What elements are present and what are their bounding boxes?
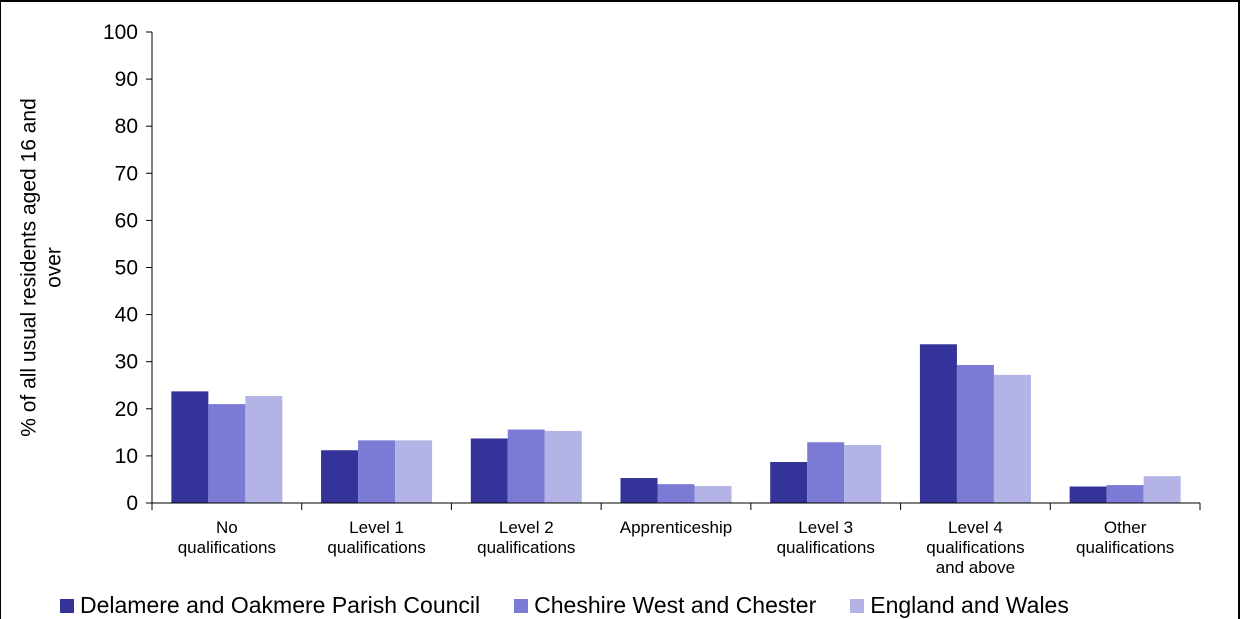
bar <box>956 364 994 503</box>
legend-label: Delamere and Oakmere Parish Council <box>80 592 481 618</box>
legend-item: Delamere and Oakmere Parish Council <box>60 592 480 619</box>
bar <box>171 391 209 503</box>
bar <box>544 430 582 503</box>
bar <box>620 478 658 503</box>
y-tick-label: 90 <box>115 68 138 91</box>
y-tick-label: 100 <box>103 21 138 44</box>
bar <box>208 404 246 503</box>
bar <box>694 486 732 503</box>
y-axis-title: % of all usual residents aged 16 andover <box>18 98 66 437</box>
x-tick-label: Apprenticeship <box>620 518 732 537</box>
y-tick-label: 60 <box>115 209 138 232</box>
bar <box>657 484 695 503</box>
legend-item: Cheshire West and Chester <box>514 592 816 619</box>
y-tick-label: 0 <box>126 492 138 515</box>
bar <box>1106 485 1144 503</box>
x-tick-label: Other qualifications <box>1076 518 1174 557</box>
y-tick-label: 70 <box>115 162 138 185</box>
legend-label: Cheshire West and Chester <box>534 592 817 618</box>
y-tick-label: 10 <box>115 445 138 468</box>
y-tick-label: 80 <box>115 115 138 138</box>
x-axis-labels: No qualifications Level 1 qualifications Lev… <box>178 518 1175 577</box>
axes <box>151 32 1201 510</box>
bar <box>807 442 845 503</box>
legend-label: England and Wales <box>870 592 1069 618</box>
x-tick-label: Level 3 qualifications <box>777 518 875 557</box>
bar <box>919 344 957 503</box>
legend-swatch <box>514 598 529 613</box>
legend-item: England and Wales <box>850 592 1069 619</box>
bar <box>1069 486 1107 503</box>
legend-swatch <box>850 598 865 613</box>
y-tick-label: 20 <box>115 398 138 421</box>
bar <box>770 462 808 503</box>
y-tick-label: 30 <box>115 351 138 374</box>
x-tick-label: No qualifications <box>178 518 276 557</box>
x-tick-label: Level 1 qualifications <box>327 518 425 557</box>
y-axis-label: % of all usual residents aged 16 andover <box>18 98 66 437</box>
bar <box>358 440 396 503</box>
x-tick-label: Level 4 qualifications and above <box>926 518 1024 577</box>
x-tick-label: Level 2 qualifications <box>477 518 575 557</box>
bar <box>844 445 882 503</box>
y-tick-label: 40 <box>115 304 138 327</box>
bar <box>507 429 545 503</box>
legend: Delamere and Oakmere Parish Council Chesh… <box>60 592 1230 619</box>
y-tick-label: 50 <box>115 257 138 280</box>
bar <box>321 450 359 503</box>
bar <box>395 440 433 503</box>
bar <box>470 438 508 503</box>
y-axis-ticks: 0 10 20 30 40 50 60 70 80 90 100 <box>103 21 152 515</box>
bar <box>245 396 283 503</box>
legend-swatch <box>60 598 74 613</box>
bar <box>1143 476 1181 503</box>
bars <box>171 344 1181 503</box>
bar <box>993 374 1031 503</box>
